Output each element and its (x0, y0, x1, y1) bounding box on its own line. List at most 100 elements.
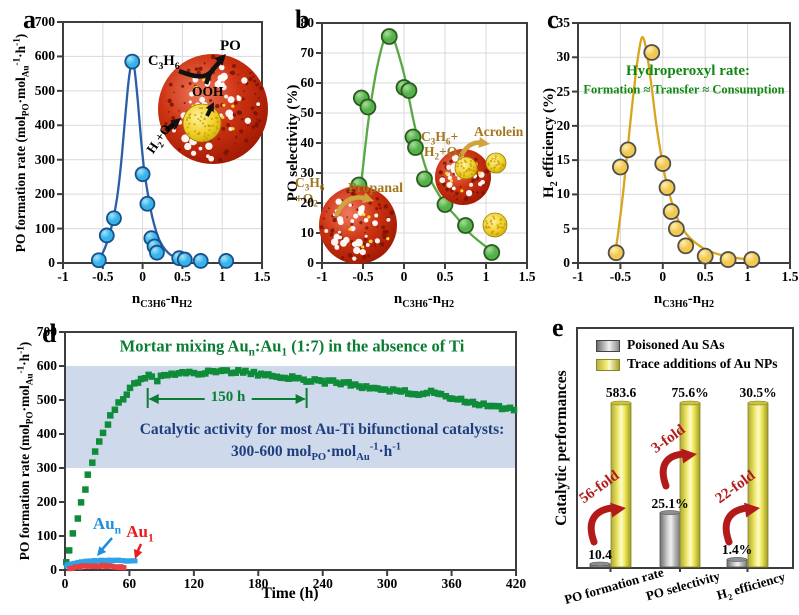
data-point (90, 252, 107, 269)
data-point (359, 98, 377, 116)
data-point (235, 367, 242, 374)
arrow-head-icon (170, 118, 181, 129)
data-point (220, 367, 227, 374)
data-point (254, 372, 262, 379)
legend-swatch-trace (596, 358, 620, 371)
data-point (115, 399, 122, 406)
arrow-head-icon (744, 502, 760, 518)
gold-cluster-illustration (182, 103, 222, 143)
data-point (374, 385, 381, 392)
x-axis-label-b: nC3H6-nH2 (393, 291, 455, 311)
data-point (333, 379, 340, 387)
data-point (265, 371, 272, 378)
data-point (696, 247, 714, 265)
data-point (112, 558, 118, 564)
data-point (658, 179, 676, 196)
data-point (401, 387, 409, 394)
data-point (347, 382, 354, 389)
data-point (99, 429, 107, 437)
data-point (139, 195, 156, 212)
data-point (123, 391, 131, 398)
data-point (295, 374, 302, 382)
panel-c: c H2 efficiency (%) nC3H6-nH2 Hydroperox… (536, 4, 799, 310)
panel-e: e Catalytic performances Poisoned Au SAs… (548, 312, 799, 612)
inset-label-po: PO (220, 38, 241, 54)
data-point (400, 82, 418, 99)
data-point (134, 166, 151, 183)
y-tick-label: 600 (36, 357, 57, 373)
annotation-hydroperoxyl-detail: Formation ≈ Transfer ≈ Consumption (583, 82, 785, 97)
y-tick-label: 60 (300, 74, 315, 90)
y-tick-label: 500 (34, 82, 55, 98)
panel-b-chart (316, 22, 528, 269)
data-point (121, 565, 127, 571)
y-tick-label: 700 (36, 323, 57, 339)
data-point (311, 376, 318, 383)
data-point (128, 558, 134, 564)
x-axis-label-d: Time (h) (261, 584, 319, 602)
bar-value-poisoned: 1.4% (721, 542, 753, 558)
data-point (164, 371, 171, 379)
data-point (186, 368, 193, 376)
panel-d-chart (59, 331, 518, 576)
y-tick-label: 5 (563, 220, 570, 236)
y-tick-label: 0 (307, 254, 314, 270)
y-tick-label: 100 (36, 527, 57, 543)
data-point (381, 386, 389, 393)
data-point (74, 564, 80, 570)
panel-c-letter: c (547, 5, 559, 34)
y-tick-label: 600 (34, 48, 55, 64)
series-au1 (67, 562, 127, 572)
data-point (228, 369, 235, 377)
plot-border (64, 331, 517, 571)
data-point (448, 395, 456, 403)
data-point (419, 390, 427, 398)
panel-a-letter: a (23, 5, 36, 34)
y-tick-label: 40 (300, 134, 315, 150)
data-point (190, 369, 198, 377)
x-tick-label: 180 (248, 575, 269, 591)
y-tick-label: 10 (556, 186, 571, 202)
x-tick-label: 1 (482, 268, 490, 284)
data-point (480, 400, 487, 407)
x-tick-label: 420 (505, 575, 527, 591)
y-tick-label: 700 (34, 13, 55, 29)
data-point (476, 401, 483, 409)
data-point (192, 253, 209, 269)
arrow-head-icon (214, 54, 226, 66)
y-tick-label: 20 (556, 117, 571, 133)
y-tick-label: 400 (34, 117, 55, 133)
data-point (268, 372, 276, 380)
data-point (99, 557, 105, 563)
data-point (124, 53, 141, 70)
data-point (643, 44, 661, 61)
data-point (416, 170, 433, 188)
data-point (743, 251, 761, 268)
panel-b-letter: b (295, 5, 310, 34)
data-point (91, 448, 99, 455)
x-tick-label: 0 (139, 268, 146, 284)
plot-border (576, 327, 794, 569)
data-point (471, 401, 479, 408)
x-tick-label: 1.5 (518, 268, 536, 284)
data-point (179, 368, 186, 376)
panel-e-chart (576, 327, 794, 572)
x-axis-label-c: nC3H6-nH2 (653, 291, 715, 311)
data-point (437, 390, 445, 398)
data-point (69, 530, 77, 537)
data-point (719, 251, 737, 268)
x-tick-label: 0.5 (436, 268, 454, 284)
data-point (358, 384, 366, 392)
data-point (157, 372, 165, 380)
data-point (291, 375, 299, 382)
data-point (662, 203, 680, 220)
y-tick-label: 25 (556, 83, 571, 99)
data-point (340, 379, 347, 386)
data-point (612, 158, 629, 176)
data-point (65, 547, 73, 554)
x-tick-label: 1 (218, 268, 226, 284)
x-tick-label: 60 (122, 575, 137, 591)
data-point (98, 227, 115, 244)
y-tick-label: 30 (556, 49, 571, 65)
data-point (126, 384, 134, 392)
